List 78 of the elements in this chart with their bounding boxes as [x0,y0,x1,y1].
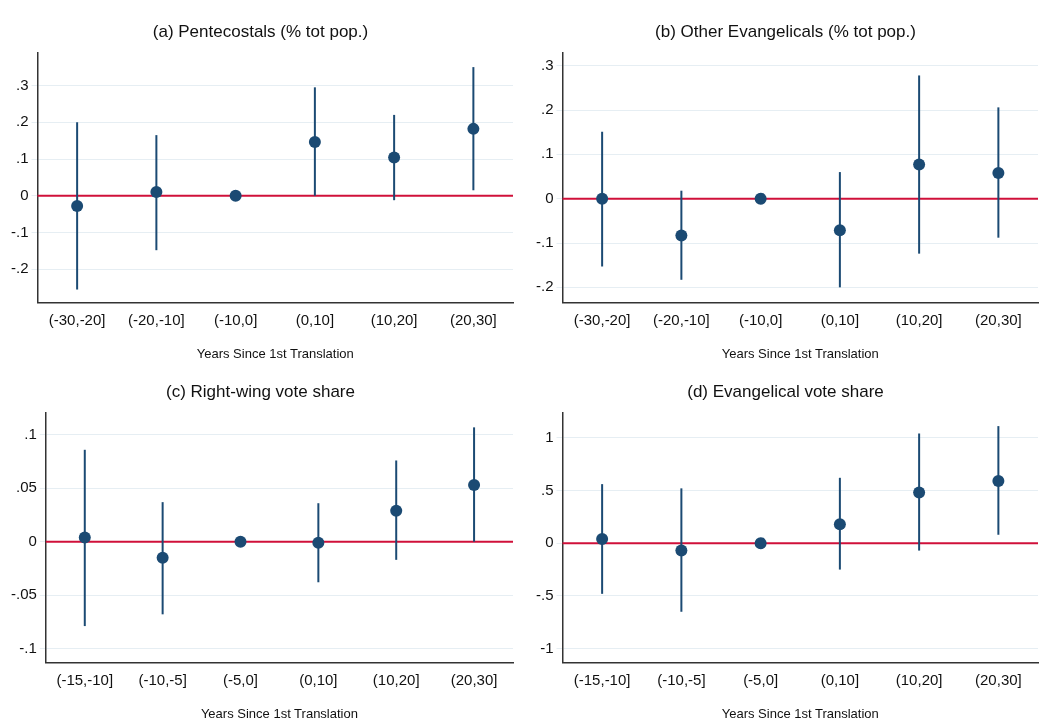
x-tick-label: (10,20] [370,310,418,328]
x-tick-label: (10,20] [895,670,943,688]
point [467,122,480,135]
point [390,504,403,517]
point [71,200,84,213]
point [78,531,91,544]
y-tick-label: -.05 [10,585,37,603]
x-tick-label: (20,30] [975,670,1022,688]
x-tick-label: (-15,-10] [56,670,114,688]
point [992,474,1005,487]
point [156,551,169,564]
y-tick-label: .1 [15,149,29,167]
y-tick-label: .1 [24,424,37,442]
chart-title: (c) Right-wing vote share [166,381,355,401]
x-tick-label: (20,30] [450,310,497,328]
x-tick-label: (-15,-10] [573,670,631,688]
y-tick-label: -1 [540,638,554,656]
point [234,535,247,548]
y-tick-label: 0 [545,533,554,551]
x-axis-title: Years Since 1st Translation [721,345,879,361]
point [833,518,846,531]
point [754,537,767,550]
x-tick-label: (0,10] [299,670,338,688]
y-tick-label: -.5 [535,586,554,604]
x-tick-label: (-20,-10] [653,310,710,328]
x-tick-label: (0,10] [820,670,860,688]
x-tick-label: (-30,-20] [48,310,106,328]
y-tick-label: -.2 [535,277,554,295]
x-tick-label: (-10,0] [213,310,258,328]
point [388,151,401,164]
point [675,544,688,557]
point [675,229,688,242]
chart-title: (a) Pentecostals (% tot pop.) [152,21,369,41]
point [150,186,163,199]
point [992,166,1005,179]
x-axis-title: Years Since 1st Translation [200,705,358,720]
y-tick-label: -.1 [10,222,29,240]
point [913,158,926,171]
y-tick-label: .2 [15,112,29,130]
y-tick-label: 1 [545,427,554,445]
y-tick-label: 0 [20,185,29,203]
y-tick-label: .05 [15,478,37,496]
x-axis-title: Years Since 1st Translation [196,345,354,361]
x-tick-label: (10,20] [372,670,420,688]
point [229,189,242,202]
point [596,532,609,545]
x-tick-label: (-10,-5] [657,670,706,688]
chart-title: (d) Evangelical vote share [687,381,884,401]
point [833,224,846,237]
chart-title: (b) Other Evangelicals (% tot pop.) [655,21,916,41]
x-tick-label: (-5,0] [743,670,779,688]
x-axis-title: Years Since 1st Translation [721,705,879,720]
x-tick-label: (-30,-20] [573,310,631,328]
y-tick-label: -.1 [535,233,554,251]
y-tick-label: .1 [540,144,554,162]
point [596,192,609,205]
y-tick-label: -.1 [19,638,37,656]
x-tick-label: (-20,-10] [128,310,185,328]
x-tick-label: (20,30] [450,670,498,688]
y-tick-label: .2 [540,100,554,118]
x-tick-label: (0,10] [295,310,335,328]
y-tick-label: 0 [545,188,554,206]
x-tick-label: (-10,-5] [138,670,187,688]
y-tick-label: 0 [28,531,37,549]
point [913,486,926,499]
x-tick-label: (10,20] [895,310,943,328]
point [308,136,321,149]
x-tick-label: (0,10] [820,310,860,328]
y-tick-label: .3 [540,55,554,73]
x-tick-label: (-10,0] [738,310,783,328]
y-tick-label: .5 [540,480,554,498]
y-tick-label: .3 [15,75,29,93]
y-tick-label: -.2 [10,259,29,277]
point [754,192,767,205]
point [312,536,325,549]
x-tick-label: (20,30] [975,310,1022,328]
x-tick-label: (-5,0] [222,670,258,688]
point [468,479,481,492]
